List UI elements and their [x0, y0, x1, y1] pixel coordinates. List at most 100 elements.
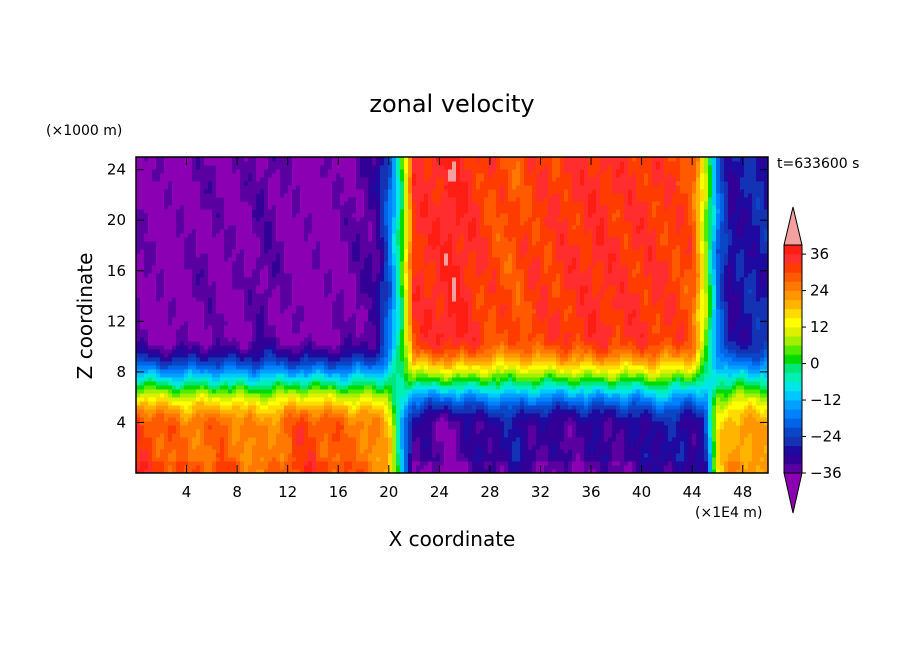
heatmap-cell — [692, 409, 697, 414]
heatmap-cell — [280, 389, 285, 394]
heatmap-cell — [560, 445, 565, 450]
heatmap-cell — [716, 425, 721, 430]
heatmap-cell — [392, 413, 397, 418]
heatmap-cell — [584, 441, 589, 446]
heatmap-cell — [460, 345, 465, 350]
heatmap-cell — [304, 389, 309, 394]
heatmap-cell — [340, 437, 345, 442]
heatmap-cell — [584, 377, 589, 382]
heatmap-cell — [656, 381, 661, 386]
heatmap-cell — [196, 361, 201, 366]
heatmap-cell — [556, 457, 561, 462]
heatmap-cell — [512, 361, 517, 366]
heatmap-cell — [368, 353, 373, 358]
heatmap-cell — [644, 437, 649, 442]
heatmap-cell — [652, 457, 657, 462]
heatmap-cell — [748, 465, 753, 470]
heatmap-cell — [648, 445, 653, 450]
heatmap-cell — [740, 457, 745, 462]
heatmap-cell — [392, 381, 397, 386]
heatmap-cell — [288, 357, 293, 362]
heatmap-cell — [484, 457, 489, 462]
heatmap-cell — [660, 461, 665, 466]
heatmap-cell — [648, 393, 653, 398]
heatmap-cell — [264, 421, 269, 426]
heatmap-cell — [372, 421, 377, 426]
heatmap-cell — [632, 425, 637, 430]
heatmap-cell — [324, 397, 329, 402]
heatmap-cell — [532, 453, 537, 458]
heatmap-cell — [632, 381, 637, 386]
heatmap-cell — [664, 377, 669, 382]
heatmap-cell — [556, 409, 561, 414]
heatmap-cell — [172, 393, 177, 398]
heatmap-cell — [308, 417, 313, 422]
heatmap-cell — [556, 429, 561, 434]
heatmap-cell — [272, 349, 277, 354]
heatmap-cell — [744, 409, 749, 414]
heatmap-cell — [500, 449, 505, 454]
heatmap-cell — [672, 437, 677, 442]
heatmap-cell — [720, 413, 725, 418]
heatmap-cell — [496, 389, 501, 394]
heatmap-cell — [380, 397, 385, 402]
heatmap-cell — [716, 413, 721, 418]
heatmap-cell — [496, 345, 501, 350]
heatmap-cell — [316, 345, 321, 350]
heatmap-cell — [664, 349, 669, 354]
heatmap-cell — [404, 437, 409, 442]
heatmap-cell — [356, 385, 361, 390]
heatmap-cell — [388, 413, 393, 418]
heatmap-cell — [376, 349, 381, 354]
heatmap-cell — [276, 405, 281, 410]
heatmap-cell — [456, 381, 461, 386]
heatmap-cell — [704, 429, 709, 434]
heatmap-cell — [628, 461, 633, 466]
heatmap-cell — [576, 421, 581, 426]
heatmap-cell — [760, 353, 765, 358]
heatmap-cell — [216, 373, 221, 378]
heatmap-cell — [680, 461, 685, 466]
heatmap-cell — [704, 453, 709, 458]
heatmap-cell — [184, 429, 189, 434]
heatmap-cell — [244, 413, 249, 418]
heatmap-cell — [748, 361, 753, 366]
heatmap-cell — [200, 413, 205, 418]
heatmap-cell — [700, 417, 705, 422]
heatmap-cell — [448, 465, 453, 470]
heatmap-cell — [384, 449, 389, 454]
heatmap-cell — [380, 445, 385, 450]
heatmap-cell — [396, 461, 401, 466]
heatmap-cell — [368, 457, 373, 462]
heatmap-cell — [228, 425, 233, 430]
heatmap-cell — [536, 409, 541, 414]
heatmap-cell — [688, 365, 693, 370]
heatmap-cell — [340, 449, 345, 454]
heatmap-cell — [444, 381, 449, 386]
heatmap-cell — [144, 385, 149, 390]
heatmap-cell — [380, 457, 385, 462]
heatmap-cell — [668, 393, 673, 398]
heatmap-cell — [448, 449, 453, 454]
heatmap-cell — [376, 449, 381, 454]
heatmap-cell — [384, 441, 389, 446]
heatmap-cell — [432, 389, 437, 394]
heatmap-cell — [564, 369, 569, 374]
heatmap-cell — [704, 365, 709, 370]
heatmap-cell — [244, 369, 249, 374]
heatmap-cell — [468, 425, 473, 430]
heatmap-cell — [616, 409, 621, 414]
heatmap-cell — [696, 389, 701, 394]
heatmap-cell — [424, 409, 429, 414]
heatmap-cell — [436, 441, 441, 446]
heatmap-cell — [584, 393, 589, 398]
heatmap-cell — [552, 445, 557, 450]
heatmap-cell — [152, 413, 157, 418]
heatmap-cell — [600, 409, 605, 414]
heatmap-cell — [728, 445, 733, 450]
heatmap-cell — [532, 401, 537, 406]
heatmap-cell — [212, 445, 217, 450]
heatmap-cell — [520, 421, 525, 426]
heatmap-cell — [468, 453, 473, 458]
heatmap-cell — [492, 405, 497, 410]
